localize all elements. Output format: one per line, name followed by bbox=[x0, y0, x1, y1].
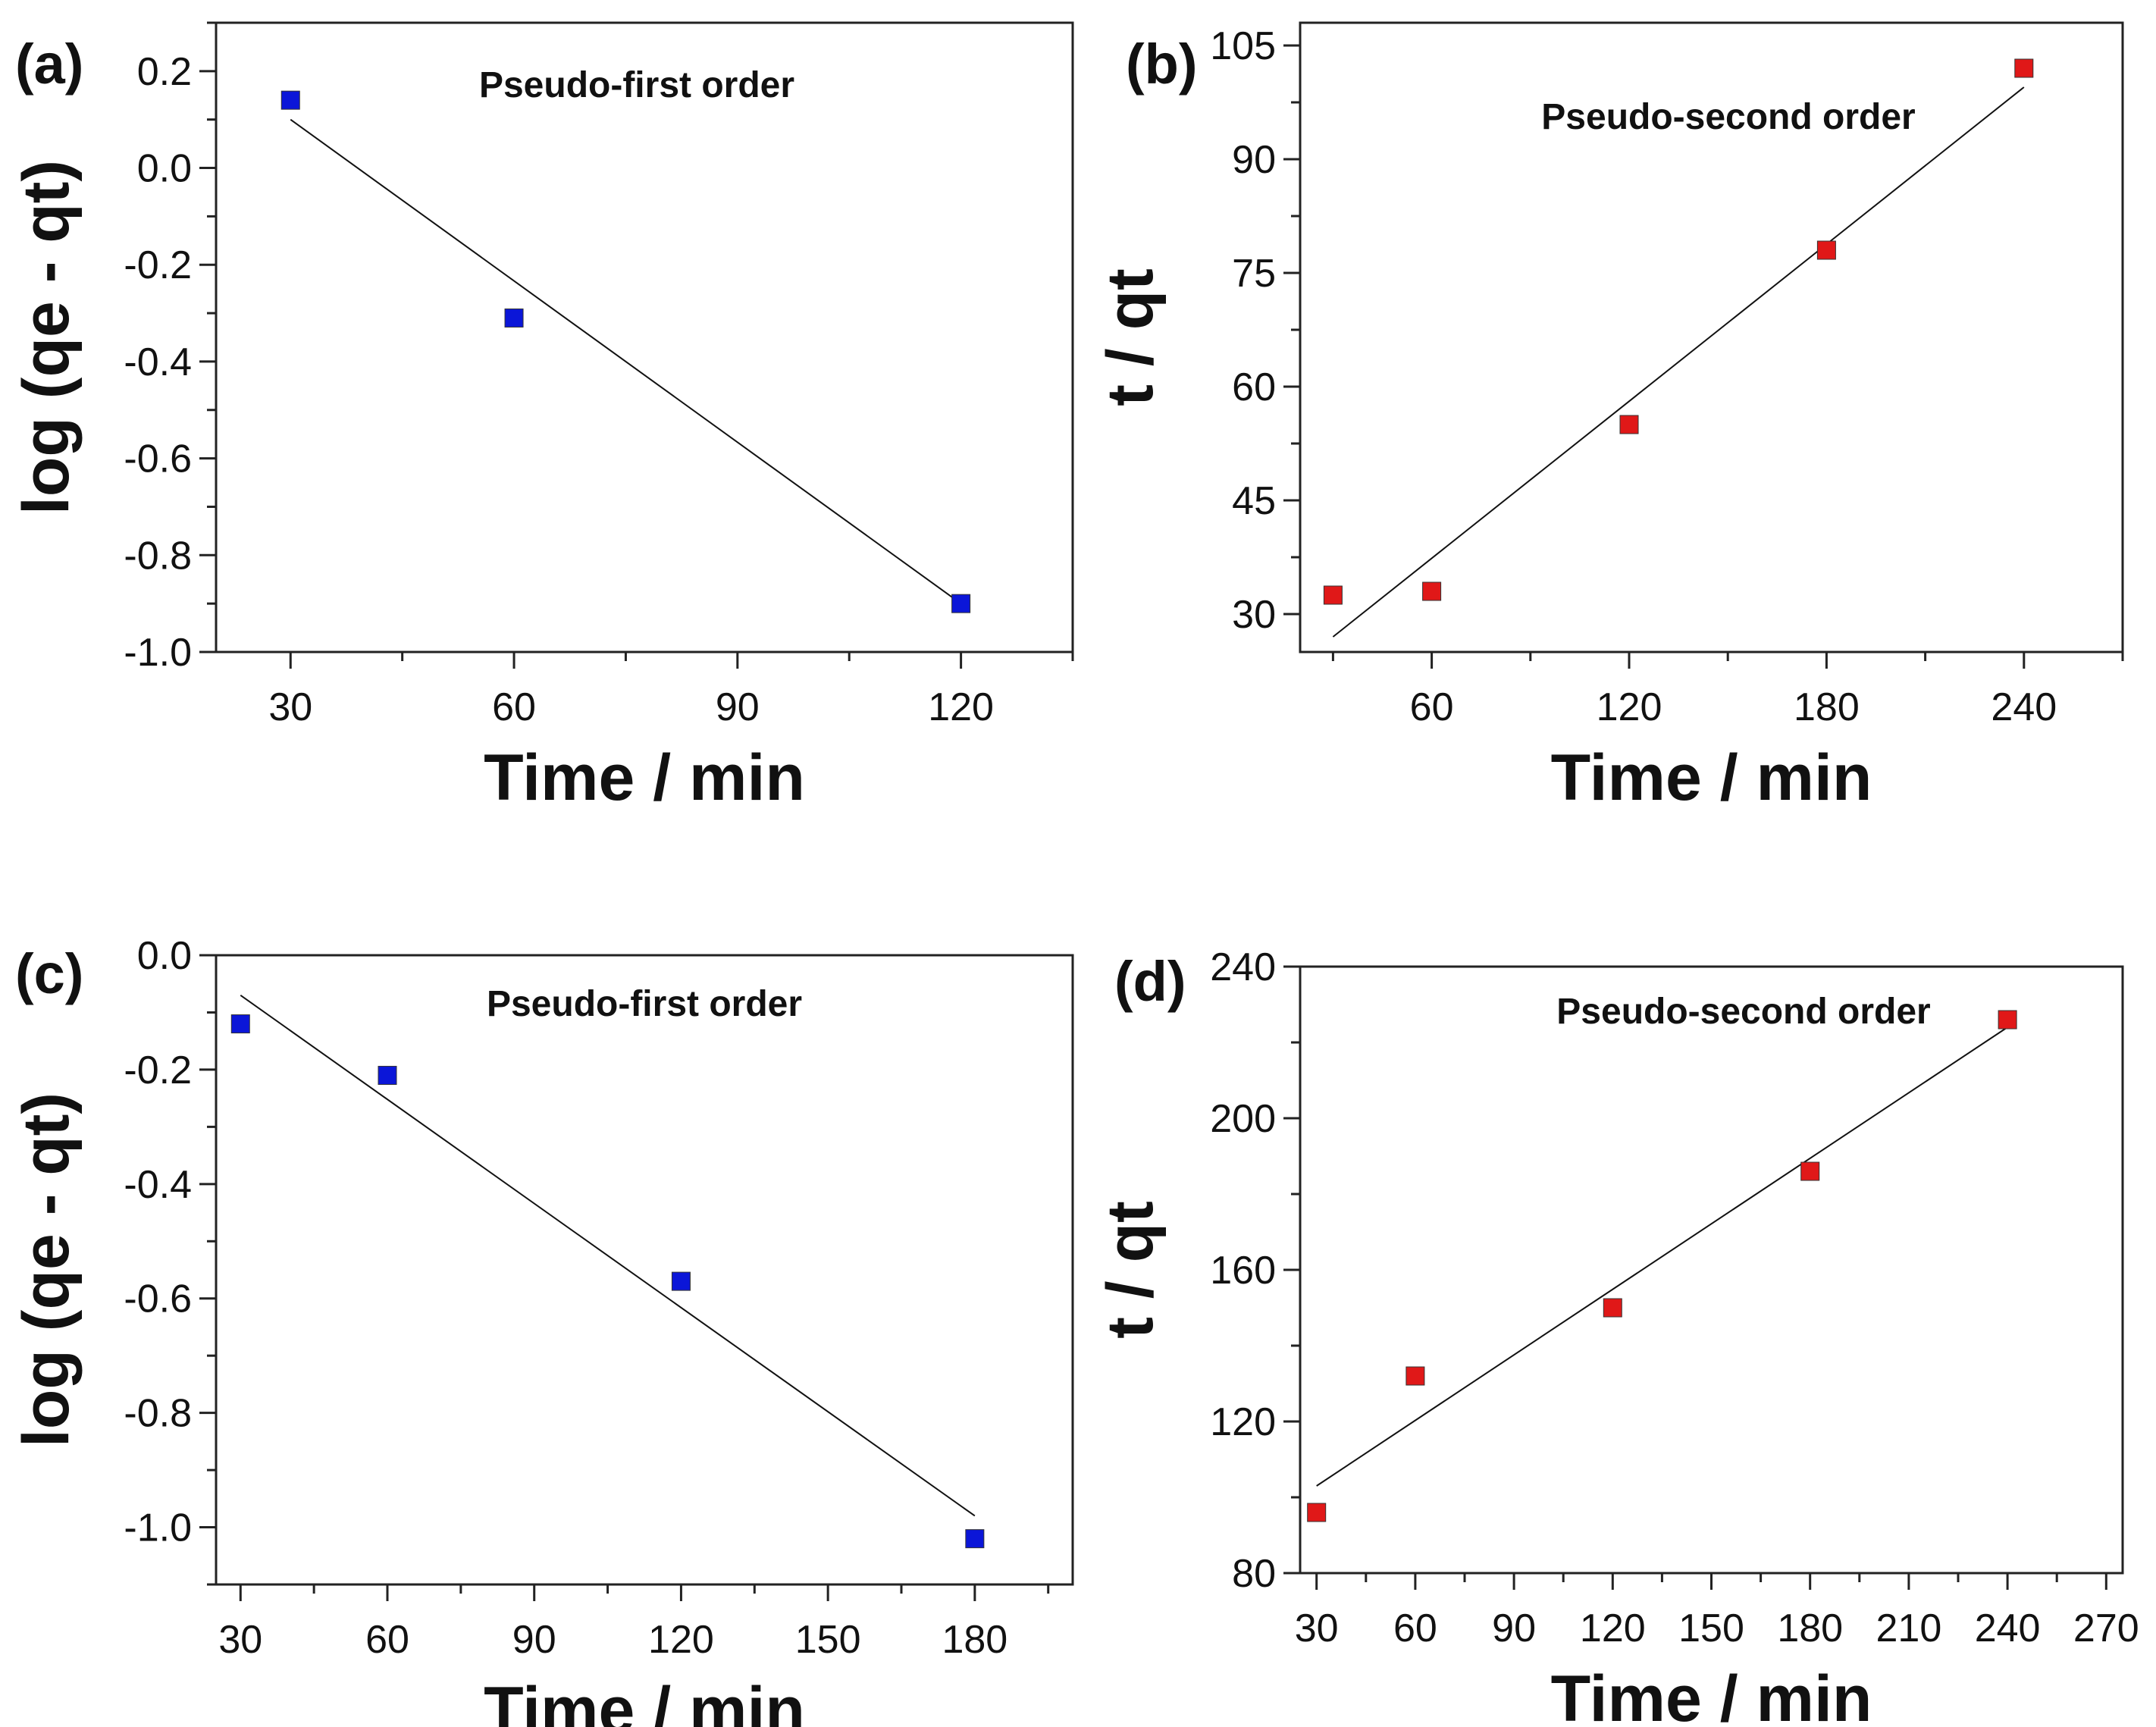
x-tick-label: 270 bbox=[2073, 1606, 2139, 1650]
fit-line bbox=[240, 995, 976, 1517]
y-tick-label: -0.6 bbox=[124, 437, 192, 481]
x-tick-label: 150 bbox=[1678, 1606, 1744, 1650]
y-tick-label: -0.4 bbox=[124, 1163, 192, 1207]
y-tick-label: 105 bbox=[1210, 24, 1276, 68]
y-axis-title: t / qt bbox=[1094, 1201, 1167, 1339]
panel-a: 30 60 90 120 -1.0 -0.8 -0.6 -0.4 -0.2 0.0 0.2 (a) Ps… bbox=[10, 21, 1074, 814]
y-tick-label: 0.2 bbox=[137, 50, 192, 94]
chart-title: Pseudo-first order bbox=[479, 65, 794, 105]
x-axis-title: Time / min bbox=[484, 741, 805, 814]
data-point bbox=[965, 1529, 985, 1549]
x-tick-label: 120 bbox=[648, 1618, 714, 1662]
y-tick-label: -0.8 bbox=[124, 1392, 192, 1436]
x-tick-label: 60 bbox=[1393, 1606, 1437, 1650]
y-tick-label: -0.4 bbox=[124, 340, 192, 384]
x-tick-label: 60 bbox=[365, 1618, 409, 1662]
fit-line bbox=[1332, 86, 2025, 638]
panel-label: (b) bbox=[1126, 33, 1198, 96]
data-point bbox=[951, 594, 971, 613]
panel-label: (a) bbox=[15, 33, 83, 96]
x-tick-label: 60 bbox=[1410, 685, 1454, 729]
x-axis-title: Time / min bbox=[484, 1674, 805, 1727]
x-tick-label: 210 bbox=[1876, 1606, 1942, 1650]
chart-title: Pseudo-second order bbox=[1541, 97, 1915, 137]
data-point bbox=[1619, 415, 1639, 434]
y-tick-label: 160 bbox=[1210, 1249, 1276, 1293]
y-tick-label: 80 bbox=[1232, 1552, 1276, 1596]
fit-line bbox=[290, 118, 962, 604]
data-point bbox=[504, 308, 524, 328]
plot-frame bbox=[215, 21, 1074, 654]
y-tick-label: 30 bbox=[1232, 593, 1276, 637]
data-point bbox=[671, 1271, 691, 1291]
x-tick-label: 180 bbox=[1777, 1606, 1843, 1650]
x-tick-label: 30 bbox=[1295, 1606, 1339, 1650]
x-tick-label: 180 bbox=[942, 1618, 1007, 1662]
y-tick-label: -0.2 bbox=[124, 243, 192, 287]
y-tick-label: 200 bbox=[1210, 1097, 1276, 1141]
data-point bbox=[1323, 585, 1343, 605]
data-point bbox=[1998, 1010, 2017, 1030]
x-axis-title: Time / min bbox=[1551, 741, 1872, 814]
x-axis-title: Time / min bbox=[1551, 1663, 1872, 1727]
x-tick-label: 240 bbox=[1991, 685, 2057, 729]
y-tick-label: -0.2 bbox=[124, 1048, 192, 1092]
plot-frame bbox=[1299, 21, 2124, 654]
data-point bbox=[1405, 1366, 1425, 1386]
data-point bbox=[1603, 1298, 1622, 1318]
x-tick-label: 60 bbox=[492, 685, 536, 729]
x-tick-label: 30 bbox=[268, 685, 312, 729]
x-tick-label: 90 bbox=[1492, 1606, 1536, 1650]
data-point bbox=[230, 1014, 250, 1034]
data-point bbox=[2014, 58, 2034, 78]
panel-d: 30 60 90 120 150 180 210 240 270 80 120 160 200 240 (d… bbox=[1094, 945, 2139, 1727]
y-tick-label: 60 bbox=[1232, 365, 1276, 409]
y-tick-label: -0.8 bbox=[124, 534, 192, 578]
y-tick-label: 75 bbox=[1232, 252, 1276, 296]
x-tick-label: 240 bbox=[1975, 1606, 2041, 1650]
y-tick-label: -1.0 bbox=[124, 631, 192, 675]
panel-label: (c) bbox=[15, 942, 83, 1005]
y-tick-label: 90 bbox=[1232, 138, 1276, 182]
data-point bbox=[1307, 1503, 1327, 1522]
fit-line bbox=[1316, 1026, 2008, 1487]
y-axis-title: log (qe - qt) bbox=[10, 160, 83, 515]
data-point bbox=[1800, 1161, 1820, 1181]
x-tick-label: 180 bbox=[1794, 685, 1860, 729]
x-tick-label: 120 bbox=[1580, 1606, 1646, 1650]
data-point bbox=[1422, 581, 1442, 601]
panel-c: 30 60 90 120 150 180 -1.0 -0.8 -0.6 -0.4 -0.2 0.0 (c… bbox=[10, 934, 1074, 1727]
x-tick-label: 120 bbox=[928, 685, 994, 729]
y-tick-label: 0.0 bbox=[137, 147, 192, 191]
x-tick-label: 30 bbox=[218, 1618, 262, 1662]
y-tick-label: -1.0 bbox=[124, 1506, 192, 1550]
y-axis-title: t / qt bbox=[1094, 268, 1167, 406]
chart-title: Pseudo-first order bbox=[487, 984, 802, 1024]
data-point bbox=[280, 90, 300, 110]
plot-frame bbox=[215, 954, 1074, 1586]
y-tick-label: 240 bbox=[1210, 945, 1276, 989]
y-tick-label: -0.6 bbox=[124, 1277, 192, 1321]
chart-title: Pseudo-second order bbox=[1556, 992, 1930, 1032]
data-point bbox=[378, 1065, 397, 1085]
plot-frame bbox=[1299, 965, 2124, 1575]
data-point bbox=[1816, 240, 1836, 260]
y-tick-label: 45 bbox=[1232, 479, 1276, 523]
x-tick-label: 90 bbox=[512, 1618, 556, 1662]
panel-b: 60 120 180 240 30 45 60 75 90 105 (b) Pseudo-second… bbox=[1094, 21, 2124, 814]
y-axis-title: log (qe - qt) bbox=[10, 1092, 83, 1447]
x-tick-label: 150 bbox=[795, 1618, 861, 1662]
y-tick-label: 0.0 bbox=[137, 934, 192, 978]
panel-label: (d) bbox=[1114, 950, 1186, 1013]
y-tick-label: 120 bbox=[1210, 1400, 1276, 1444]
x-tick-label: 90 bbox=[716, 685, 760, 729]
x-tick-label: 120 bbox=[1597, 685, 1662, 729]
